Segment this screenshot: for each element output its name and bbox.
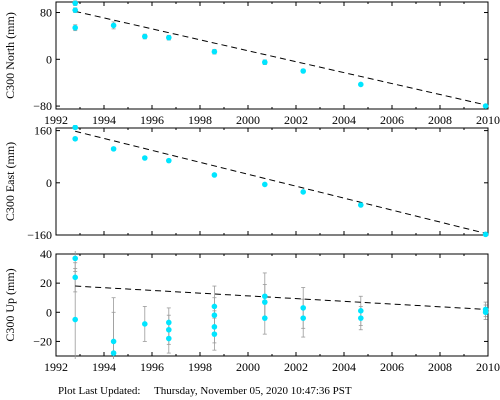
east-y-tick-label: −160 [27, 228, 52, 242]
north-y-tick-label: 0 [46, 52, 52, 66]
up-data-point [211, 331, 218, 337]
north-x-tick-label: 1994 [92, 113, 116, 127]
east-data-point [262, 181, 268, 188]
north-data-point [142, 33, 148, 40]
up-data-point [262, 299, 268, 305]
north-data-point [72, 24, 78, 31]
east-data-point [110, 146, 117, 152]
up-data-point [166, 326, 172, 333]
up-data-point [211, 312, 218, 319]
north-x-tick-label: 1998 [188, 113, 212, 127]
north-data-point [262, 59, 268, 66]
up-data-point [300, 305, 307, 311]
north-trend-line [75, 10, 486, 106]
north-x-tick-label: 1992 [44, 113, 68, 127]
north-y-tick-label: −80 [33, 99, 52, 113]
last-updated-value: Thursday, November 05, 2020 10:47:36 PST [154, 385, 352, 397]
up-x-tick-label: 1996 [140, 360, 164, 374]
last-updated-label: Plot Last Updated: [58, 385, 141, 397]
north-data-point [300, 68, 307, 74]
up-x-tick-label: 2002 [284, 360, 308, 374]
north-y-axis-label: C300 North (mm) [3, 12, 17, 99]
east-y-axis-label: C300 East (mm) [3, 142, 17, 221]
north-data-point [211, 48, 218, 55]
east-data-point [166, 157, 172, 164]
up-data-point [358, 308, 364, 314]
north-data-point [72, 7, 78, 13]
up-data-point [72, 274, 78, 281]
north-x-tick-label: 2004 [332, 113, 356, 127]
east-y-tick-label: 0 [46, 176, 52, 190]
up-data-point [358, 315, 364, 321]
up-data-point [166, 335, 172, 342]
up-data-point [482, 309, 489, 316]
east-data-point [211, 172, 218, 178]
east-data-point [300, 189, 307, 195]
up-x-tick-label: 2006 [380, 360, 404, 374]
east-trend-line [75, 130, 486, 234]
up-x-tick-label: 1998 [188, 360, 212, 374]
north-plot-frame [55, 1, 489, 110]
up-data-point [110, 350, 117, 356]
east-data-point [142, 155, 148, 161]
up-data-point [72, 255, 78, 262]
up-plot-frame [55, 253, 489, 357]
up-data-point [300, 315, 307, 321]
up-y-tick-label: 20 [40, 276, 52, 290]
north-data-point [166, 34, 172, 41]
up-data-point [72, 316, 78, 323]
north-x-tick-label: 2002 [284, 113, 308, 127]
up-data-point [110, 338, 117, 345]
up-y-tick-label: 0 [46, 305, 52, 319]
east-data-point [72, 135, 78, 142]
up-data-point [211, 303, 218, 310]
up-data-point [211, 324, 218, 330]
up-data-point [262, 293, 268, 300]
up-y-tick-label: 40 [40, 247, 52, 261]
up-data-point [142, 321, 148, 327]
north-x-tick-label: 2006 [380, 113, 404, 127]
north-data-point [72, 0, 78, 6]
up-data-point [262, 315, 268, 321]
north-x-tick-label: 1996 [140, 113, 164, 127]
north-data-point [358, 81, 364, 88]
up-y-tick-label: −20 [33, 334, 52, 348]
up-x-tick-label: 1994 [92, 360, 116, 374]
north-y-tick-label: 80 [40, 6, 52, 20]
up-x-tick-label: 2010 [476, 360, 500, 374]
north-x-tick-label: 2008 [428, 113, 452, 127]
east-plot-frame [55, 127, 489, 236]
up-x-tick-label: 2000 [236, 360, 260, 374]
east-data-point [482, 231, 489, 238]
up-x-tick-label: 1992 [44, 360, 68, 374]
up-x-tick-label: 2004 [332, 360, 356, 374]
east-data-point [72, 125, 78, 131]
up-data-point [166, 319, 172, 326]
up-y-axis-label: C300 Up (mm) [3, 268, 17, 341]
up-x-tick-label: 2008 [428, 360, 452, 374]
east-data-point [358, 202, 364, 208]
up-trend-line [75, 285, 486, 310]
north-data-point [110, 22, 117, 29]
north-data-point [482, 103, 489, 109]
north-x-tick-label: 2010 [476, 113, 500, 127]
north-x-tick-label: 2000 [236, 113, 260, 127]
east-y-tick-label: 160 [34, 124, 52, 138]
footer: Plot Last Updated: Thursday, November 05… [0, 384, 500, 400]
